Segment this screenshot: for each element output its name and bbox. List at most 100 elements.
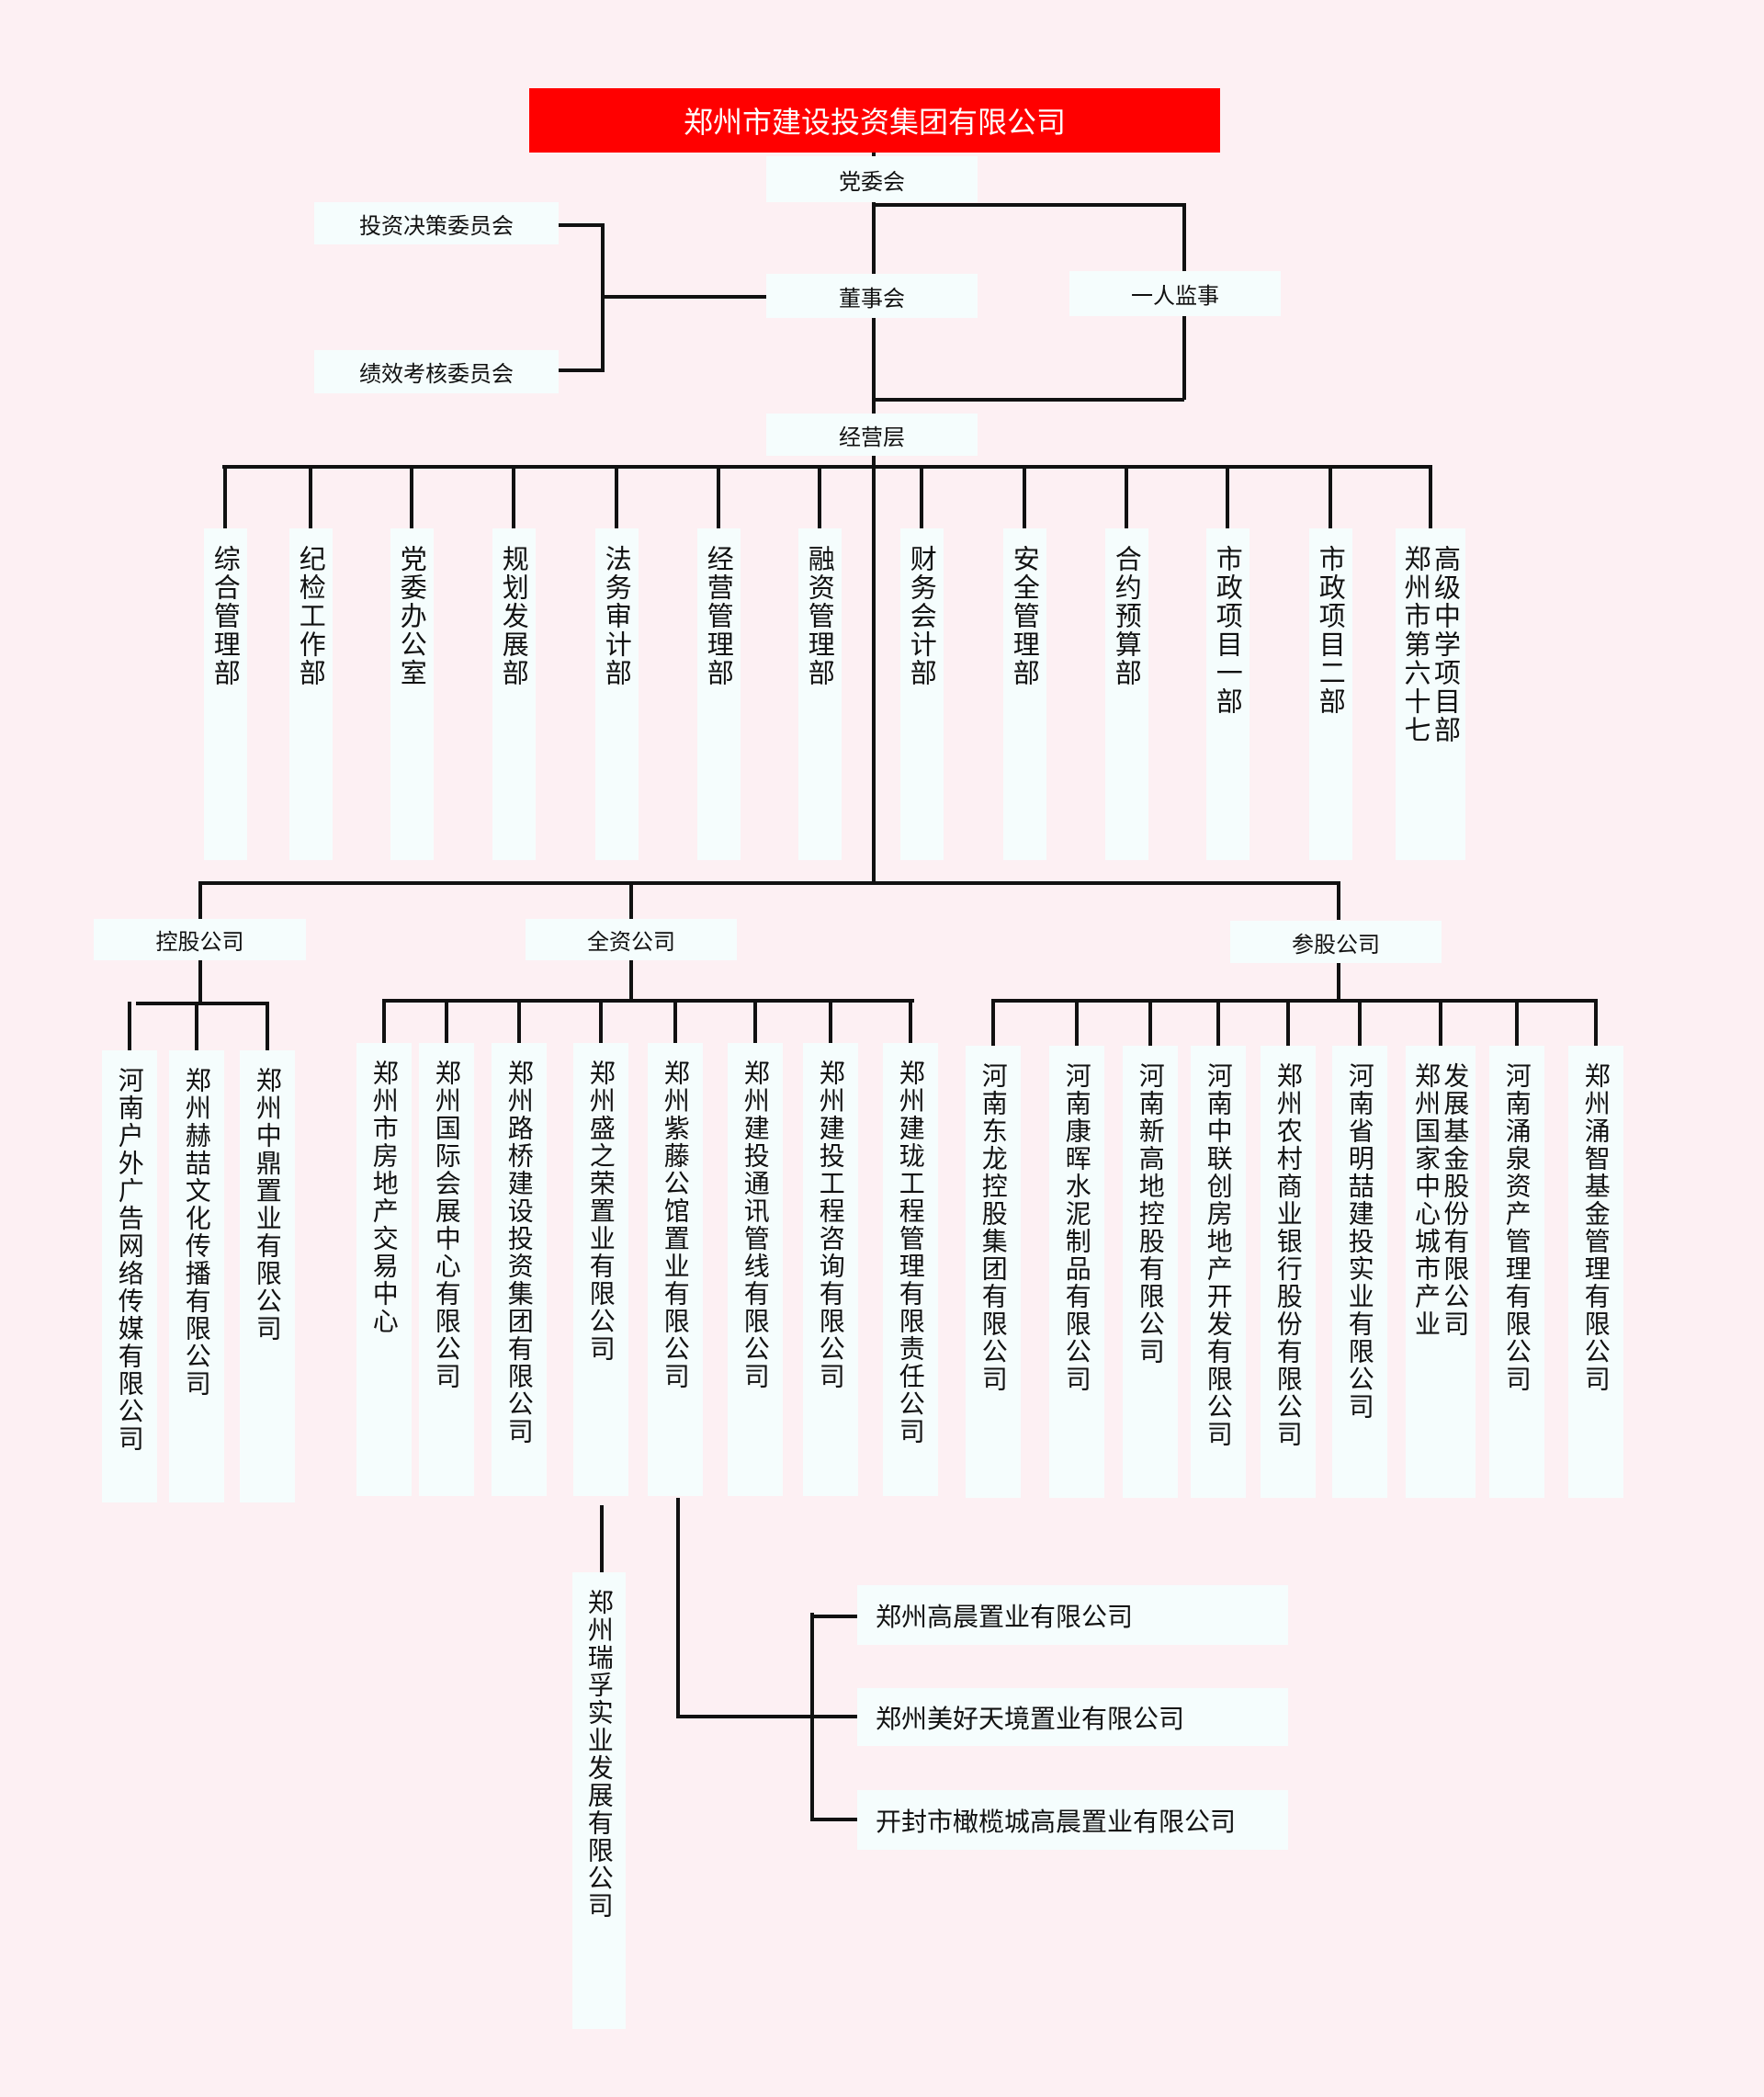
org-unit-label: 河南新高地控股有限公司: [1135, 1062, 1166, 1366]
company-box: 郑州盛之荣置业有限公司: [573, 1043, 628, 1496]
connector-line: [1075, 999, 1079, 1046]
org-unit-label: 市政项目二部: [1315, 545, 1347, 716]
connector-line: [1337, 963, 1340, 1001]
org-unit-label: 财务会计部: [906, 545, 938, 687]
connector-line: [920, 465, 923, 528]
holding-group-box: 控股公司: [94, 919, 306, 960]
connector-line: [1226, 465, 1229, 528]
connector-line: [382, 999, 914, 1003]
company-box: 郑州建投通讯管线有限公司: [728, 1043, 783, 1496]
party-committee-box: 党委会: [766, 156, 978, 202]
org-unit-label: 郑州市第六十七: [1400, 545, 1431, 744]
connector-line: [676, 1498, 680, 1718]
department-box: 经营管理部: [696, 528, 741, 860]
connector-line: [198, 881, 202, 920]
connector-line: [991, 999, 995, 1046]
org-unit-label: 郑州建投工程咨询有限公司: [815, 1060, 846, 1390]
wholly-owned-group-box: 全资公司: [526, 919, 737, 960]
connector-line: [445, 999, 448, 1043]
connector-line: [1515, 999, 1519, 1046]
connector-line: [829, 999, 832, 1043]
company-box: 郑州国际会展中心有限公司: [419, 1043, 474, 1496]
connector-line: [717, 465, 720, 528]
department-box: 市政项目二部: [1308, 528, 1352, 860]
connector-line: [512, 465, 515, 528]
connector-line: [818, 465, 821, 528]
connector-line: [629, 881, 633, 920]
connector-line: [1023, 465, 1026, 528]
department-box: 财务会计部: [899, 528, 944, 860]
connector-line: [992, 999, 1596, 1003]
connector-line: [200, 881, 1340, 885]
company-box: 郑州农村商业银行股份有限公司: [1261, 1046, 1316, 1498]
department-box: 安全管理部: [1002, 528, 1046, 860]
department-box: 法务审计部: [594, 528, 639, 860]
department-box: 纪检工作部: [288, 528, 333, 860]
company-box: 郑州建珑工程管理有限责任公司: [883, 1043, 938, 1496]
department-box: 融资管理部: [797, 528, 842, 860]
connector-line: [600, 1505, 604, 1572]
supervisor-box: 一人监事: [1069, 271, 1281, 316]
connector-line: [676, 1715, 814, 1718]
org-unit-label: 党委办公室: [396, 545, 428, 687]
org-unit-label: 河南省明喆建投实业有限公司: [1344, 1062, 1375, 1421]
org-unit-label: 河南户外广告网络传媒有限公司: [114, 1067, 145, 1453]
connector-line: [309, 465, 312, 528]
connector-line: [1182, 203, 1186, 273]
connector-line: [1216, 999, 1220, 1046]
connector-line: [559, 223, 603, 227]
org-unit-label: 规划发展部: [498, 545, 530, 687]
connector-line: [136, 1002, 268, 1005]
org-unit-label: 郑州瑞孚实业发展有限公司: [583, 1589, 615, 1920]
connector-line: [517, 999, 521, 1043]
org-unit-label: 综合管理部: [209, 545, 242, 687]
connector-line: [1182, 316, 1186, 400]
company-box: 河南户外广告网络传媒有限公司: [102, 1050, 157, 1502]
connector-line: [223, 465, 227, 528]
connector-line: [872, 456, 876, 885]
company-box: 郑州市房地产交易中心: [356, 1043, 412, 1496]
org-unit-label: 河南中联创房地产开发有限公司: [1203, 1062, 1234, 1448]
connector-line: [1594, 999, 1598, 1046]
connector-line: [1148, 999, 1152, 1046]
org-unit-label: 郑州建投通讯管线有限公司: [740, 1060, 771, 1390]
management-box: 经营层: [766, 414, 978, 456]
connector-line: [1286, 999, 1290, 1046]
department-box: 党委办公室: [390, 528, 434, 860]
connector-line: [599, 999, 603, 1043]
company-box: 河南康晖水泥制品有限公司: [1049, 1046, 1104, 1498]
connector-line: [1358, 999, 1362, 1046]
connector-line: [810, 1818, 858, 1821]
org-unit-label: 高级中学项目部: [1430, 545, 1462, 744]
connector-line: [559, 368, 603, 372]
connector-line: [266, 1002, 269, 1050]
investment-committee-box: 投资决策委员会: [314, 202, 559, 244]
connector-line: [128, 1002, 131, 1050]
board-box: 董事会: [766, 274, 978, 318]
subsidiary-box: 郑州高晨置业有限公司: [857, 1585, 1288, 1645]
org-unit-label: 河南涌泉资产管理有限公司: [1501, 1062, 1532, 1393]
connector-line: [872, 203, 1184, 207]
org-unit-label: 郑州中鼎置业有限公司: [252, 1067, 283, 1343]
org-unit-label: 市政项目一部: [1212, 545, 1244, 716]
department-box: 规划发展部: [492, 528, 536, 860]
connector-line: [810, 1715, 858, 1718]
org-unit-label: 郑州国家中心城市产业: [1411, 1062, 1442, 1338]
department-box: 综合管理部: [203, 528, 247, 860]
org-unit-label: 法务审计部: [601, 545, 633, 687]
company-box: 郑州紫藤公馆置业有限公司: [648, 1043, 703, 1496]
connector-line: [629, 960, 633, 1001]
connector-line: [601, 295, 766, 299]
connector-line: [810, 1615, 858, 1618]
org-unit-label: 郑州涌智基金管理有限公司: [1580, 1062, 1611, 1393]
connector-line: [382, 999, 386, 1043]
performance-committee-box: 绩效考核委员会: [314, 350, 559, 393]
company-box: 郑州建投工程咨询有限公司: [803, 1043, 858, 1496]
org-unit-label: 河南东龙控股集团有限公司: [978, 1062, 1009, 1393]
org-unit-label: 经营管理部: [703, 545, 735, 687]
connector-line: [872, 398, 1184, 402]
participating-group-box: 参股公司: [1230, 921, 1442, 963]
org-unit-label: 河南康晖水泥制品有限公司: [1061, 1062, 1092, 1393]
connector-line: [1429, 465, 1432, 528]
department-box: 郑州市第六十七 高级中学项目部: [1396, 528, 1465, 860]
